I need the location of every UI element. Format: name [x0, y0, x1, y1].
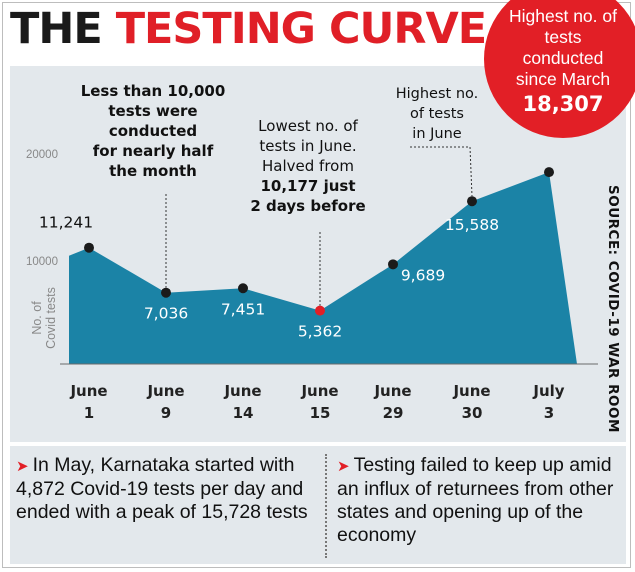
- y-axis-label: No. ofCovid tests: [30, 287, 58, 349]
- annotation-june-30: Highest no. of tests in June: [396, 86, 479, 142]
- y-tick-label: 20000: [26, 149, 58, 161]
- data-point: [161, 287, 171, 298]
- annotation-june-15: Lowest no. of tests in June. Halved from 10…: [250, 117, 365, 215]
- area-fill: [69, 172, 577, 364]
- note-returnees: ➤ Testing failed to keep up amid an influ…: [337, 454, 627, 547]
- x-tick-label: July 3: [532, 382, 564, 422]
- x-tick-label: June 29: [373, 382, 411, 422]
- data-label: 5,362: [298, 323, 342, 341]
- data-point: [84, 242, 94, 253]
- annotation-june-9: Less than 10,000 tests were conducted for n…: [81, 82, 226, 180]
- data-label: 7,036: [144, 305, 188, 323]
- x-tick-label: June 1: [69, 382, 107, 422]
- x-tick-label: June 9: [146, 382, 184, 422]
- data-point: [388, 259, 398, 270]
- data-point: [544, 167, 554, 178]
- x-tick-label: June 14: [223, 382, 261, 422]
- x-tick-label: June 15: [300, 382, 338, 422]
- note-may: ➤ In May, Karnataka started with 4,872 Co…: [16, 454, 316, 524]
- data-label: 15,588: [445, 216, 499, 234]
- annotation-leader: [469, 146, 473, 197]
- notes-divider: [325, 454, 327, 558]
- x-tick-label: June 30: [452, 382, 490, 422]
- data-label: 9,689: [401, 266, 445, 284]
- y-tick-label: 10000: [26, 256, 58, 268]
- headline-word-testing-curve: TESTING CURVE: [115, 4, 487, 54]
- data-point: [315, 305, 325, 316]
- headline: THE TESTING CURVE: [10, 4, 487, 54]
- note-returnees-text: Testing failed to keep up amid an influx…: [337, 454, 614, 546]
- source-credit: SOURCE: COVID-19 WAR ROOM: [598, 178, 628, 440]
- badge-value: 18,307: [522, 92, 604, 116]
- note-may-text: In May, Karnataka started with 4,872 Cov…: [16, 454, 308, 523]
- arrow-icon: ➤: [16, 458, 29, 475]
- data-label: 7,451: [221, 300, 265, 318]
- source-text: SOURCE: COVID-19 WAR ROOM: [605, 185, 621, 433]
- data-point: [238, 283, 248, 294]
- headline-word-the: THE: [10, 4, 103, 54]
- arrow-icon: ➤: [337, 458, 350, 475]
- badge-text: Highest no. of tests conducted since Mar…: [509, 6, 617, 89]
- data-label: 11,241: [39, 214, 93, 232]
- highest-tests-badge: Highest no. of tests conducted since Mar…: [484, 0, 635, 138]
- data-point: [467, 196, 477, 207]
- notes-panel: ➤ In May, Karnataka started with 4,872 Co…: [10, 446, 626, 564]
